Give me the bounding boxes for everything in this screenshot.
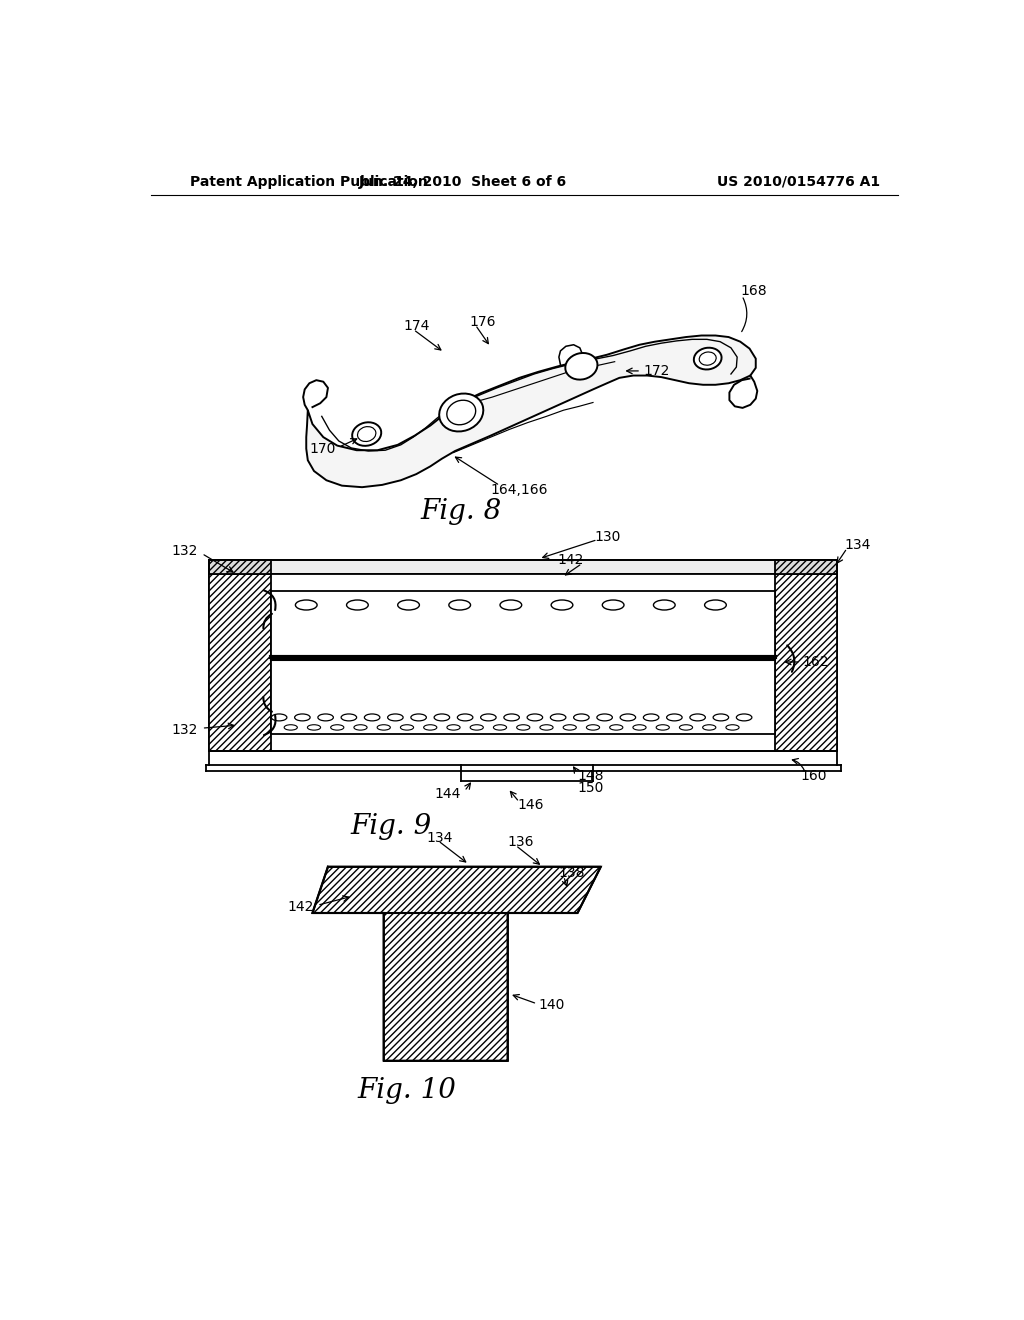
Ellipse shape	[621, 714, 636, 721]
Text: 170: 170	[309, 442, 336, 457]
Ellipse shape	[551, 601, 572, 610]
Ellipse shape	[633, 725, 646, 730]
Polygon shape	[209, 561, 271, 574]
Text: 164,166: 164,166	[490, 483, 548, 496]
Ellipse shape	[667, 714, 682, 721]
Ellipse shape	[424, 725, 437, 730]
Text: 160: 160	[801, 770, 827, 783]
Ellipse shape	[458, 714, 473, 721]
Ellipse shape	[307, 725, 321, 730]
Ellipse shape	[449, 601, 471, 610]
Polygon shape	[775, 561, 838, 574]
Text: 132: 132	[171, 723, 198, 737]
Ellipse shape	[346, 601, 369, 610]
Ellipse shape	[434, 714, 450, 721]
Ellipse shape	[388, 714, 403, 721]
Text: 174: 174	[403, 319, 429, 333]
Ellipse shape	[285, 725, 297, 730]
Ellipse shape	[470, 725, 483, 730]
Text: 172: 172	[643, 364, 670, 378]
Ellipse shape	[439, 393, 483, 432]
Ellipse shape	[500, 601, 521, 610]
Text: 140: 140	[539, 998, 565, 1012]
Ellipse shape	[540, 725, 553, 730]
Ellipse shape	[713, 714, 729, 721]
Ellipse shape	[736, 714, 752, 721]
Text: 150: 150	[578, 781, 604, 795]
Ellipse shape	[679, 725, 692, 730]
Polygon shape	[312, 867, 601, 1061]
Text: 148: 148	[578, 770, 604, 783]
Ellipse shape	[352, 422, 381, 446]
Text: 134: 134	[426, 830, 453, 845]
Ellipse shape	[587, 725, 600, 730]
Ellipse shape	[565, 352, 597, 380]
Ellipse shape	[656, 725, 670, 730]
Text: Jun. 24, 2010  Sheet 6 of 6: Jun. 24, 2010 Sheet 6 of 6	[358, 174, 567, 189]
Ellipse shape	[295, 714, 310, 721]
Polygon shape	[775, 574, 838, 751]
Ellipse shape	[643, 714, 658, 721]
Ellipse shape	[494, 725, 507, 730]
Text: 162: 162	[802, 655, 828, 669]
Ellipse shape	[694, 347, 722, 370]
Ellipse shape	[702, 725, 716, 730]
Ellipse shape	[331, 725, 344, 730]
Ellipse shape	[563, 725, 577, 730]
Ellipse shape	[602, 601, 624, 610]
Text: Patent Application Publication: Patent Application Publication	[190, 174, 428, 189]
Ellipse shape	[411, 714, 426, 721]
Ellipse shape	[726, 725, 739, 730]
Text: 146: 146	[517, 799, 544, 812]
Ellipse shape	[550, 714, 566, 721]
Text: Fig. 9: Fig. 9	[351, 813, 432, 841]
Text: 132: 132	[171, 544, 198, 558]
Polygon shape	[209, 561, 838, 574]
Ellipse shape	[597, 714, 612, 721]
Ellipse shape	[365, 714, 380, 721]
Polygon shape	[209, 574, 838, 751]
Text: 138: 138	[559, 866, 586, 880]
Ellipse shape	[517, 725, 529, 730]
Ellipse shape	[354, 725, 367, 730]
Text: 130: 130	[595, 531, 621, 544]
Text: 168: 168	[740, 284, 767, 298]
Text: 134: 134	[845, 539, 871, 552]
Text: Fig. 10: Fig. 10	[357, 1077, 457, 1104]
Ellipse shape	[446, 725, 460, 730]
Text: 142: 142	[557, 553, 584, 568]
Ellipse shape	[271, 714, 287, 721]
Ellipse shape	[690, 714, 706, 721]
Ellipse shape	[397, 601, 420, 610]
Text: 136: 136	[508, 836, 535, 849]
Ellipse shape	[573, 714, 589, 721]
Ellipse shape	[400, 725, 414, 730]
Ellipse shape	[653, 601, 675, 610]
Ellipse shape	[705, 601, 726, 610]
Ellipse shape	[341, 714, 356, 721]
Polygon shape	[306, 335, 756, 487]
Ellipse shape	[317, 714, 334, 721]
Text: 144: 144	[435, 787, 461, 801]
Ellipse shape	[480, 714, 496, 721]
Polygon shape	[271, 591, 775, 734]
Ellipse shape	[377, 725, 390, 730]
Ellipse shape	[527, 714, 543, 721]
Text: 142: 142	[288, 900, 314, 913]
Text: Fig. 8: Fig. 8	[421, 498, 502, 524]
Ellipse shape	[504, 714, 519, 721]
Ellipse shape	[295, 601, 317, 610]
Ellipse shape	[609, 725, 623, 730]
Polygon shape	[209, 574, 271, 751]
Text: 176: 176	[469, 314, 496, 329]
Text: US 2010/0154776 A1: US 2010/0154776 A1	[717, 174, 880, 189]
